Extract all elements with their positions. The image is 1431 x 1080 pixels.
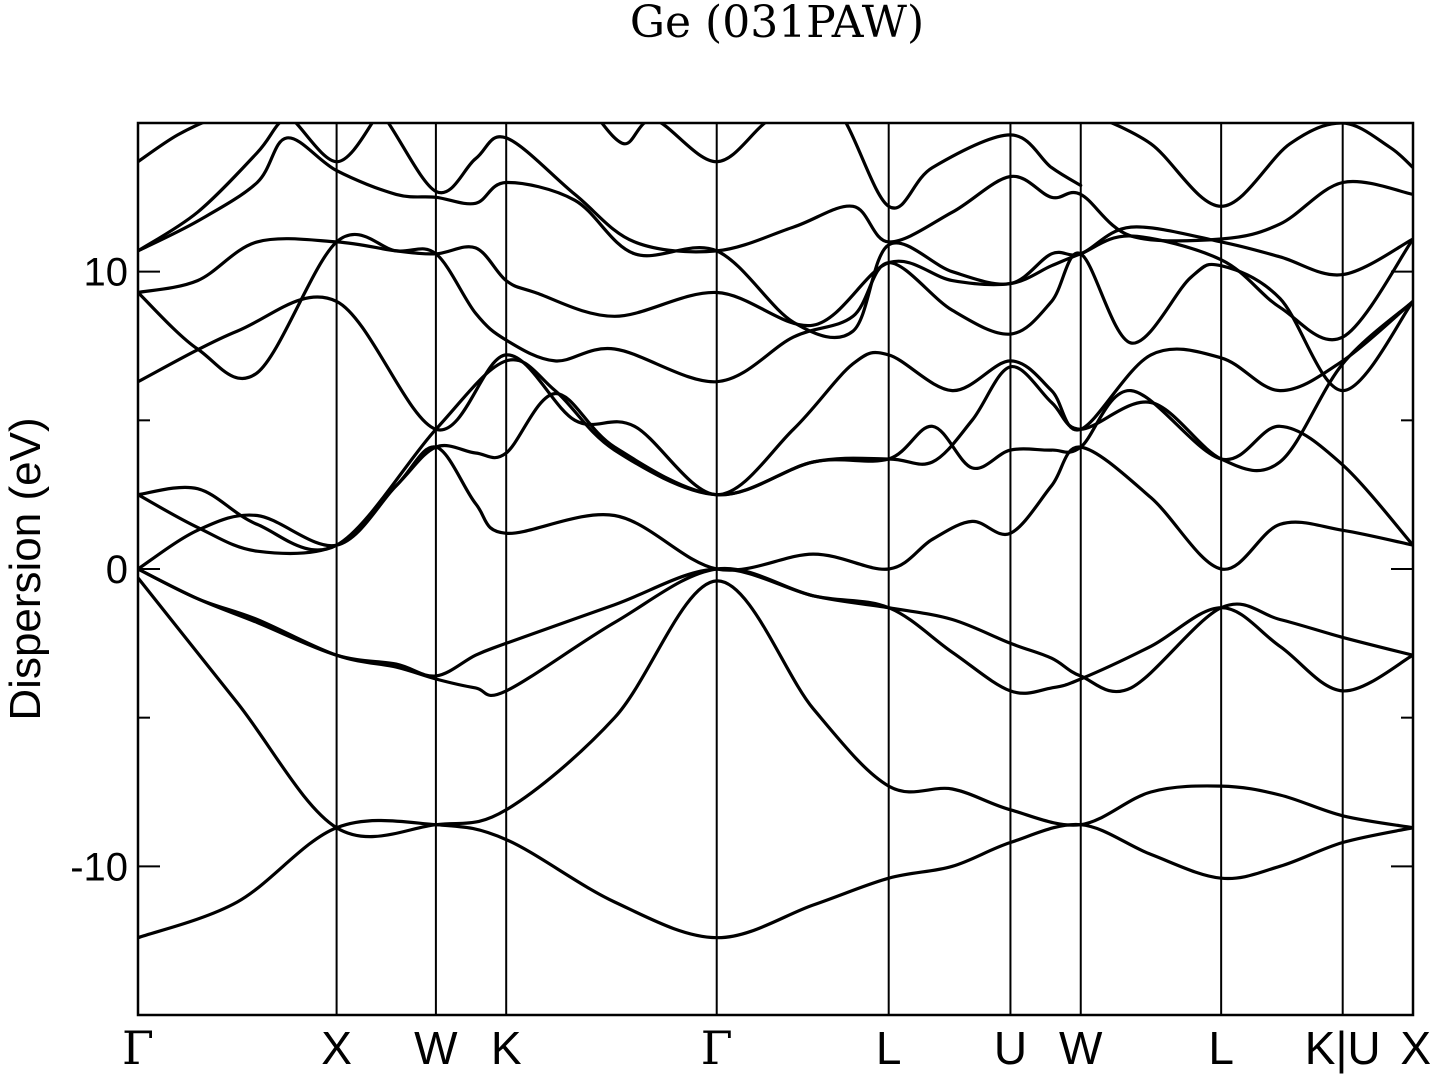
x-ticks: Γ X W K Γ L U W L K|U X (122, 1021, 1431, 1075)
band-line-13 (138, 123, 375, 164)
y-tick-label: 10 (84, 251, 129, 295)
x-tick-label: Γ (122, 1021, 154, 1075)
band-line-8 (138, 295, 1413, 497)
plot-frame (136, 121, 1415, 1017)
bands (138, 123, 1413, 940)
band-line-12 (138, 123, 1413, 254)
band-line-9 (138, 232, 1413, 393)
x-tick-label: X (1400, 1022, 1431, 1074)
x-tick-label: X (321, 1022, 352, 1074)
x-tick-label: K (491, 1022, 522, 1074)
y-tick-label: -10 (70, 845, 128, 889)
y-tick-label: 0 (106, 548, 128, 592)
chart-title: Ge (031PAW) (630, 0, 924, 48)
y-axis-label: Dispersion (eV) (1, 417, 50, 720)
y-ticks: -10 0 10 (70, 251, 1413, 889)
band-line-1 (138, 818, 1413, 940)
x-tick-label: U (994, 1022, 1027, 1074)
x-tick-label: Γ (701, 1021, 733, 1075)
x-tick-label: K|U (1305, 1022, 1381, 1074)
band-line-4 (138, 567, 1413, 694)
band-line-11 (138, 136, 1413, 340)
band-line-2 (138, 576, 1413, 839)
band-line-7 (138, 299, 1413, 552)
x-tick-label: L (1208, 1022, 1234, 1074)
x-tick-label: W (1059, 1022, 1103, 1074)
band-line-14 (599, 123, 1083, 210)
x-tick-label: L (876, 1022, 902, 1074)
x-tick-label: W (414, 1022, 458, 1074)
band-line-15 (1107, 123, 1413, 208)
